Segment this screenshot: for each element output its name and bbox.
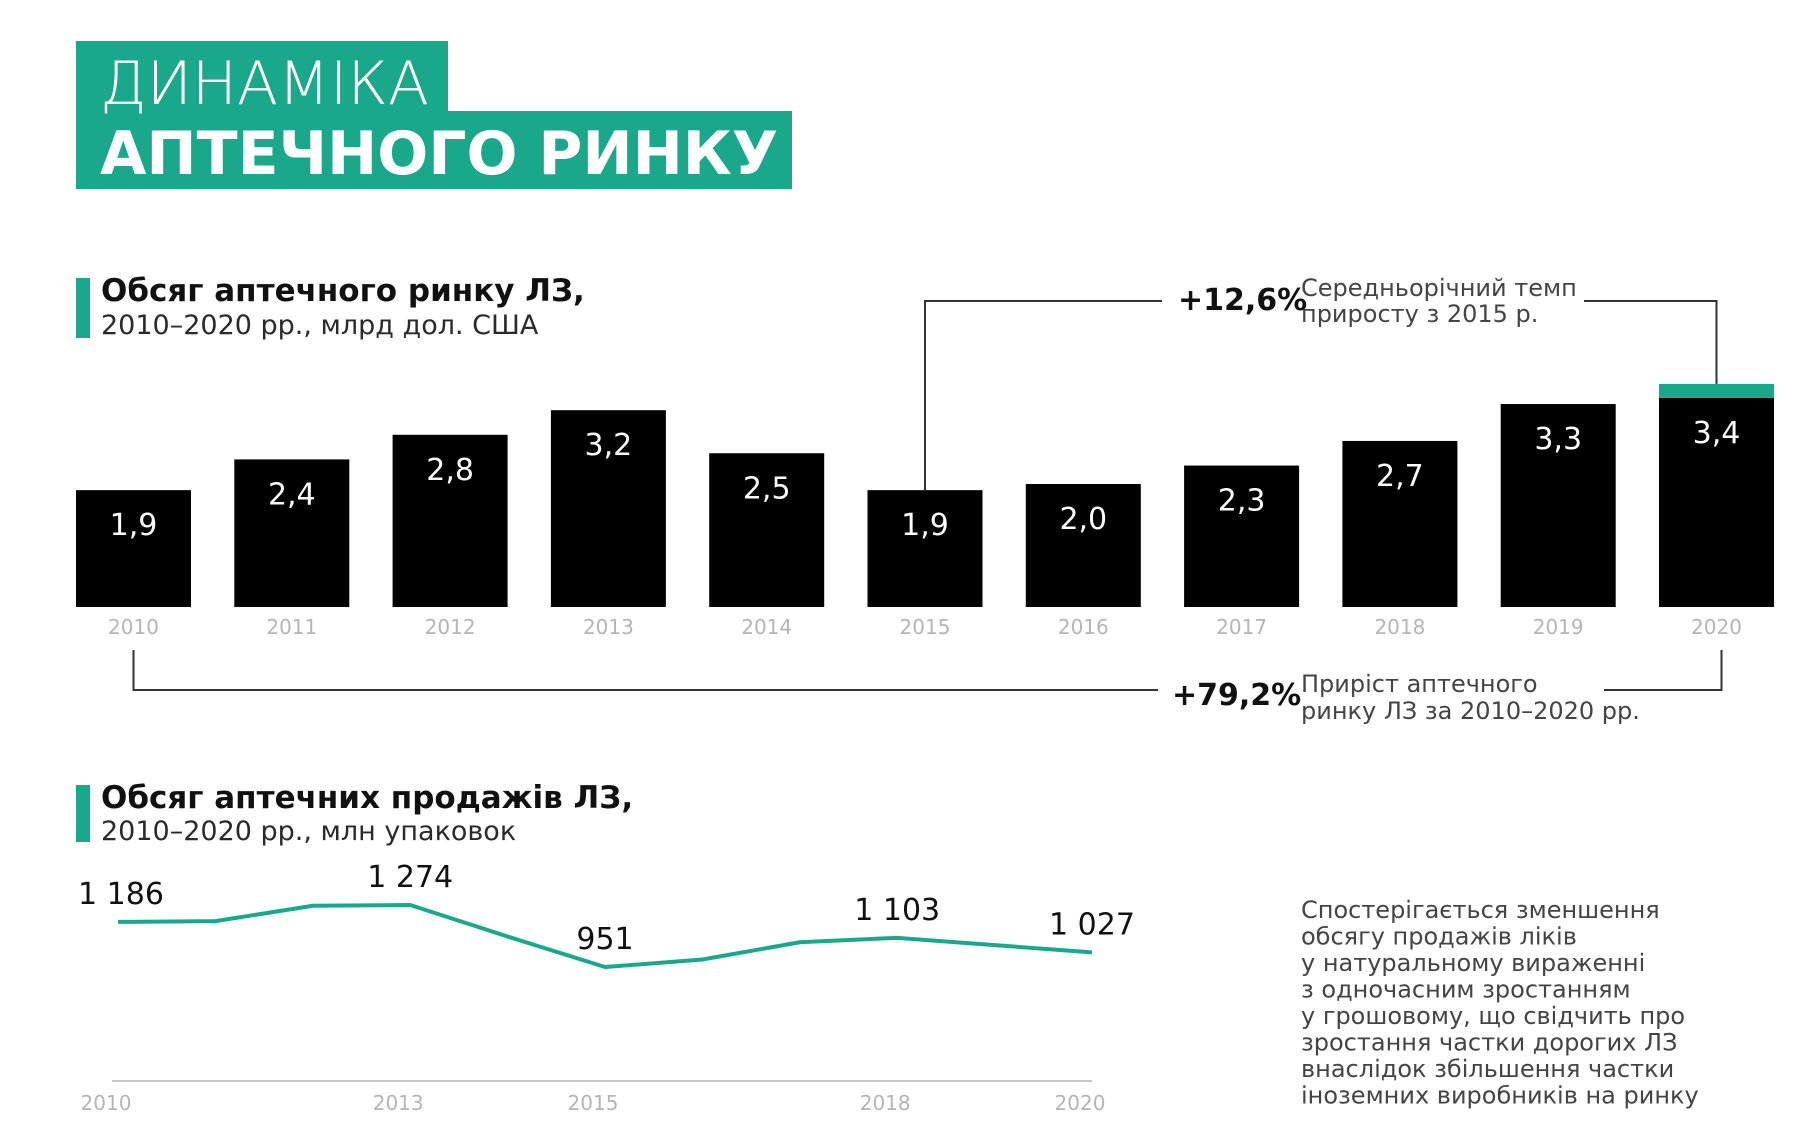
x-tick-label: 2015 bbox=[900, 615, 951, 639]
x-tick-label: 2013 bbox=[583, 615, 634, 639]
growth-note-line-1: Приріст аптечного bbox=[1301, 670, 1538, 698]
x-tick-label: 2018 bbox=[860, 1091, 911, 1115]
sales-line bbox=[117, 903, 1093, 969]
bar-2013 bbox=[550, 410, 666, 607]
bar-chart-title: Обсяг аптечного ринку ЛЗ, bbox=[101, 273, 585, 309]
side-note-line: у натуральному вираженні bbox=[1301, 949, 1645, 977]
cagr-note-line-2: приросту з 2015 р. bbox=[1301, 300, 1538, 328]
annotation-cagr: +12,6% Середньорічний темп приросту з 20… bbox=[924, 274, 1718, 491]
bracket-line bbox=[1584, 300, 1718, 384]
side-note-line: обсягу продажів ліків bbox=[1301, 923, 1577, 951]
bar-value-label: 3,3 bbox=[1534, 422, 1582, 457]
bar-2020 bbox=[1659, 397, 1774, 607]
title-box-top bbox=[76, 41, 448, 119]
x-tick-label: 2011 bbox=[266, 615, 317, 639]
bar-value-label: 2,7 bbox=[1376, 459, 1424, 494]
page-title: ДИНАМІКА АПТЕЧНОГО РИНКУ bbox=[76, 41, 792, 189]
bar-2019 bbox=[1500, 404, 1616, 607]
bar-2017 bbox=[1184, 465, 1300, 607]
bar-2010 bbox=[76, 490, 191, 607]
side-note-line: зростання частки дорогих ЛЗ bbox=[1301, 1029, 1677, 1057]
x-tick-label: 2012 bbox=[425, 615, 476, 639]
bar-chart-header: Обсяг аптечного ринку ЛЗ, 2010–2020 рр.,… bbox=[76, 273, 585, 341]
bar-2011 bbox=[234, 459, 350, 607]
bar-highlight-accent bbox=[1659, 383, 1774, 398]
x-tick-label: 2019 bbox=[1533, 615, 1584, 639]
line-chart-subtitle: 2010–2020 рр., млн упаковок bbox=[101, 816, 516, 847]
x-tick-label: 2014 bbox=[741, 615, 792, 639]
bracket-line bbox=[1604, 650, 1723, 691]
bar-2012 bbox=[392, 434, 508, 607]
bar-value-label: 2,3 bbox=[1218, 484, 1266, 519]
bar-2018 bbox=[1342, 440, 1458, 607]
cagr-note-line-1: Середньорічний темп bbox=[1301, 274, 1577, 302]
line-chart: 1 186 1 274 951 1 103 1 027 2010 2013 2015 2018 2… bbox=[78, 860, 1135, 1115]
title-box-bottom bbox=[76, 111, 792, 189]
x-tick-label: 2010 bbox=[108, 615, 159, 639]
bar-value-label: 3,4 bbox=[1693, 416, 1741, 451]
x-tick-label: 2017 bbox=[1216, 615, 1267, 639]
growth-note-line-2: ринку ЛЗ за 2010–2020 рр. bbox=[1301, 697, 1640, 725]
bar-chart-subtitle: 2010–2020 рр., млрд дол. США bbox=[101, 310, 539, 341]
bar-value-label: 1,9 bbox=[901, 508, 949, 543]
bracket-line bbox=[924, 300, 1162, 491]
bar-value-label: 2,0 bbox=[1059, 502, 1107, 537]
line-chart-header: Обсяг аптечних продажів ЛЗ, 2010–2020 рр… bbox=[76, 780, 633, 847]
side-note-line: у грошовому, що свідчить про bbox=[1301, 1002, 1685, 1030]
bar-value-label: 1,9 bbox=[110, 508, 158, 543]
bar-value-label: 2,4 bbox=[268, 477, 316, 512]
annotation-growth: +79,2% Приріст аптечного ринку ЛЗ за 201… bbox=[132, 650, 1723, 725]
side-note-line: внаслідок збільшення частки bbox=[1301, 1055, 1674, 1083]
bar-chart: 1,9 2010 2,4 2011 2,8 2012 3,2 2013 2,5 2014 1,9 20… bbox=[76, 383, 1774, 639]
bar-value-label: 2,5 bbox=[743, 471, 791, 506]
side-note-line: іноземних виробників на ринку bbox=[1301, 1082, 1699, 1110]
point-value-label: 1 274 bbox=[367, 860, 453, 895]
point-value-label: 1 186 bbox=[78, 877, 164, 912]
line-chart-title: Обсяг аптечних продажів ЛЗ, bbox=[101, 780, 633, 816]
bar-2015 bbox=[867, 490, 983, 607]
x-tick-label: 2010 bbox=[81, 1091, 132, 1115]
bar-2016 bbox=[1025, 484, 1141, 607]
cagr-value: +12,6% bbox=[1178, 283, 1307, 318]
point-value-label: 1 027 bbox=[1049, 907, 1135, 942]
x-tick-label: 2020 bbox=[1691, 615, 1742, 639]
section-marker bbox=[76, 278, 90, 338]
side-note-line: з одночасним зростанням bbox=[1301, 976, 1631, 1004]
point-value-label: 951 bbox=[576, 922, 633, 957]
x-tick-label: 2016 bbox=[1058, 615, 1109, 639]
section-marker bbox=[76, 785, 90, 842]
bar-value-label: 2,8 bbox=[426, 453, 474, 488]
x-tick-label: 2015 bbox=[568, 1091, 619, 1115]
side-note-line: Спостерігається зменшення bbox=[1301, 896, 1660, 924]
title-line-2: АПТЕЧНОГО РИНКУ bbox=[100, 119, 778, 189]
title-line-1: ДИНАМІКА bbox=[100, 49, 429, 119]
x-tick-label: 2018 bbox=[1374, 615, 1425, 639]
bracket-line bbox=[132, 650, 1158, 691]
x-tick-label: 2013 bbox=[373, 1091, 424, 1115]
growth-value: +79,2% bbox=[1172, 678, 1301, 713]
x-tick-label: 2020 bbox=[1055, 1091, 1106, 1115]
point-value-label: 1 103 bbox=[854, 893, 940, 928]
bar-2014 bbox=[709, 453, 825, 607]
bar-value-label: 3,2 bbox=[585, 428, 633, 463]
